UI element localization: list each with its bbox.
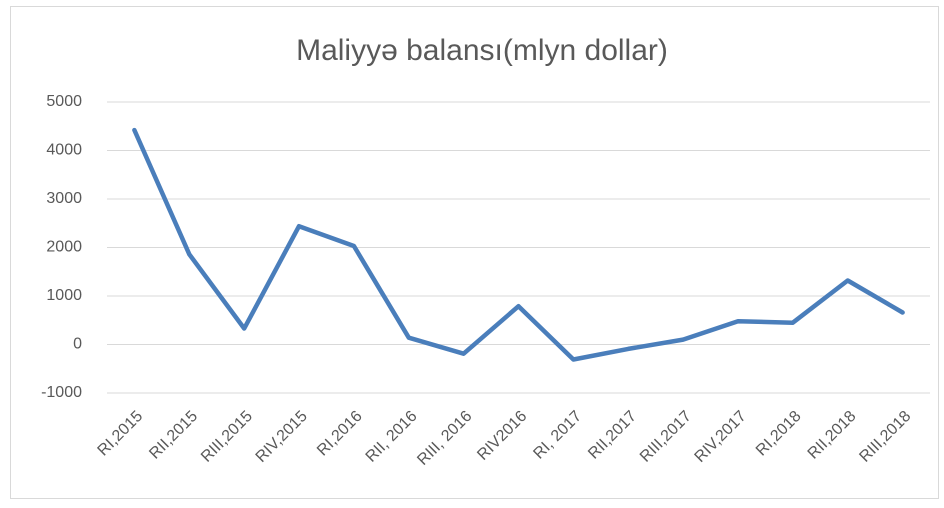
y-tick-label: -1000: [41, 384, 82, 401]
y-tick-label: 4000: [46, 142, 82, 159]
chart-title: Maliyyə balansı(mlyn dollar): [296, 34, 668, 67]
y-tick-label: 1000: [46, 287, 82, 304]
y-tick-label: 0: [73, 336, 82, 353]
y-tick-label: 5000: [46, 93, 82, 110]
chart-border: [10, 6, 939, 499]
y-tick-label: 3000: [46, 190, 82, 207]
data-line: [132, 127, 905, 362]
y-tick-label: 2000: [46, 239, 82, 256]
